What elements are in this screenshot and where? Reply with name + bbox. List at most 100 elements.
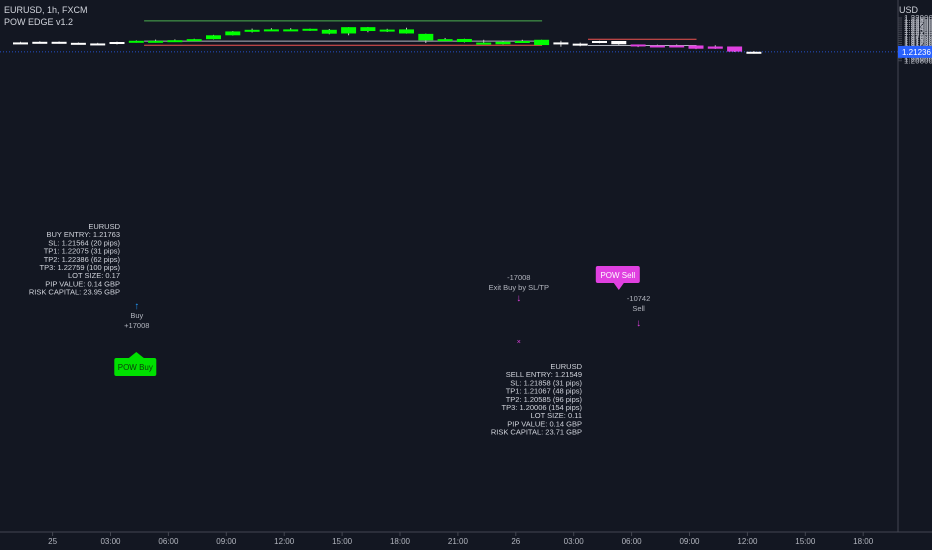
buy-arrow-icon: ↑ — [134, 301, 139, 312]
time-tick-label: 18:00 — [853, 537, 874, 546]
currency-label: USD — [898, 5, 918, 15]
info-line: SELL ENTRY: 1.21549 — [506, 370, 582, 379]
time-tick-label: 15:00 — [332, 537, 353, 546]
buy-label-box — [114, 358, 157, 376]
candle-body — [51, 41, 67, 44]
price-tick-label: 1.21700 — [904, 38, 932, 47]
price-tick-label: 1.22100 — [904, 30, 932, 39]
candle-body — [341, 27, 357, 34]
buy-label-text: POW Buy — [118, 363, 153, 372]
info-line: TP1: 1.22075 (31 pips) — [44, 247, 121, 256]
candle-body — [495, 41, 511, 45]
candle-body — [32, 41, 48, 44]
candle-body — [263, 29, 279, 32]
info-line: PIP VALUE: 0.14 GBP — [507, 419, 582, 428]
candles — [13, 26, 762, 54]
price-tick-label: 1.22700 — [904, 18, 932, 27]
price-tick-label: 1.22300 — [904, 26, 932, 35]
info-line: TP3: 1.22759 (100 pips) — [40, 263, 121, 272]
candle-body — [302, 28, 318, 31]
candle-body — [206, 35, 221, 40]
time-tick-label: 12:00 — [274, 537, 295, 546]
candle-body — [649, 45, 665, 48]
price-tick-label: 1.22400 — [904, 24, 932, 33]
candle-body — [225, 31, 241, 36]
info-line: LOT SIZE: 0.17 — [68, 271, 120, 280]
info-line: TP2: 1.22386 (62 pips) — [44, 255, 121, 264]
time-tick-label: 06:00 — [622, 537, 643, 546]
buy-action-text: Buy — [130, 311, 143, 320]
time-tick-label: 21:00 — [448, 537, 469, 546]
candle-body — [90, 43, 106, 46]
candle-body — [727, 46, 743, 52]
candle-body — [688, 45, 704, 49]
candle-body — [379, 29, 395, 32]
candle-body — [244, 29, 260, 32]
candle-body — [148, 40, 164, 43]
price-tick-label: 1.22500 — [904, 22, 932, 31]
sell-action-text: Sell — [632, 304, 645, 313]
sell-label-box — [595, 266, 640, 283]
time-tick-label: 26 — [511, 537, 520, 546]
candle-body — [418, 33, 434, 41]
price-tick-label: 1.20800 — [904, 57, 932, 66]
candle-body — [746, 51, 762, 54]
time-tick-label: 09:00 — [679, 537, 700, 546]
price-tick-label: 1.22000 — [904, 32, 932, 41]
exit-marker-icon: × — [517, 339, 521, 346]
info-line: RISK CAPITAL: 23.71 GBP — [491, 428, 582, 437]
exit-trade-id: -17008 — [507, 273, 530, 282]
price-tick-label: 1.22200 — [904, 28, 932, 37]
candle-body — [186, 39, 202, 42]
info-line: TP3: 1.20006 (154 pips) — [502, 403, 583, 412]
exit-arrow-icon: ↓ — [516, 293, 521, 304]
buy-trade-id: +17008 — [124, 321, 149, 330]
trade-levels — [0, 20, 898, 53]
candle-body — [360, 27, 376, 32]
candle-body — [456, 38, 472, 43]
exit-label: Exit Buy by SL/TP — [489, 283, 549, 292]
info-line: LOT SIZE: 0.11 — [531, 411, 582, 420]
candle-body — [611, 40, 627, 45]
time-tick-label: 06:00 — [158, 537, 179, 546]
info-line: BUY ENTRY: 1.21763 — [46, 230, 120, 239]
candle-body — [283, 29, 299, 32]
price-tick-label: 1.21800 — [904, 36, 932, 45]
candle-body — [553, 42, 569, 45]
indicator-name[interactable]: POW EDGE v1.2 — [4, 17, 74, 27]
candle-body — [630, 44, 646, 47]
info-line: PIP VALUE: 0.14 GBP — [45, 279, 120, 288]
time-tick-label: 12:00 — [737, 537, 758, 546]
candle-body — [476, 42, 492, 45]
candle-body — [514, 40, 530, 43]
candle-body — [399, 29, 414, 34]
current-price-badge — [898, 45, 932, 58]
time-tick-label: 09:00 — [216, 537, 237, 546]
candle-body — [534, 39, 550, 46]
candle-body — [109, 42, 125, 45]
info-line: TP1: 1.21067 (48 pips) — [506, 387, 583, 396]
candle-body — [437, 39, 453, 42]
symbol-title[interactable]: EURUSD, 1h, FXCM — [4, 5, 88, 15]
candle-body — [669, 45, 685, 48]
time-tick-label: 18:00 — [390, 537, 411, 546]
candle-body — [13, 42, 28, 45]
time-tick-label: 25 — [48, 537, 57, 546]
price-tick-label: 1.22800 — [904, 16, 932, 25]
info-line: SL: 1.21858 (31 pips) — [510, 378, 582, 387]
price-tick-label: 1.20900 — [904, 55, 932, 64]
candle-body — [321, 29, 337, 34]
sell-trade-id: -10742 — [627, 294, 650, 303]
candle-body — [592, 40, 607, 43]
current-price-label: 1.21236 — [902, 48, 931, 57]
sell-arrow-icon: ↓ — [636, 318, 641, 329]
sell-label-text: POW Sell — [600, 271, 635, 280]
candle-body — [572, 43, 588, 46]
price-tick-label: 1.22600 — [904, 20, 932, 29]
time-tick-label: 15:00 — [795, 537, 816, 546]
candle-body — [707, 46, 723, 49]
